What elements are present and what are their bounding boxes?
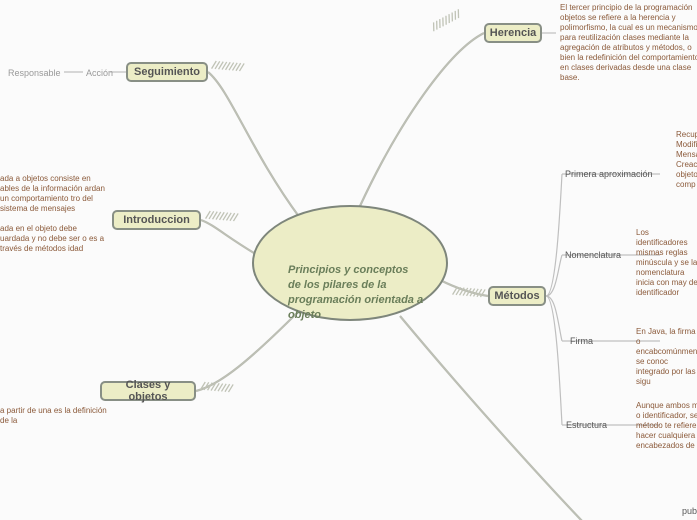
mindmap-canvas: Principios y conceptos de los pilares de…: [0, 0, 697, 520]
note-n-intro: ada a objetos consiste en ables de la in…: [0, 174, 108, 254]
note-n-nomenclatura: Los identificadores mismas reglas minúsc…: [636, 228, 697, 298]
center-topic[interactable]: Principios y conceptos de los pilares de…: [252, 205, 448, 321]
note-n-clases: a partir de una es la definición de la: [0, 406, 108, 426]
note-n-firma: En Java, la firma o encabcomúnmente se c…: [636, 327, 697, 387]
branch-clases[interactable]: Clases y objetos: [100, 381, 196, 401]
note-n-primera: Recupguard Modificguard Mensajrealizobje…: [676, 130, 697, 190]
sublabel-firma[interactable]: Firma: [570, 336, 593, 346]
sublabel-estructura[interactable]: Estructura: [566, 420, 607, 430]
branch-seguimiento[interactable]: Seguimiento: [126, 62, 208, 82]
sublabel-accion[interactable]: Acción: [86, 68, 113, 78]
note-n-estructura: Aunque ambos m o identificador, se métod…: [636, 401, 697, 451]
note-n-herencia: El tercer principio de la programación o…: [560, 3, 697, 83]
sublabel-public[interactable]: public: [682, 506, 697, 516]
branch-introduccion[interactable]: Introduccion: [112, 210, 201, 230]
branch-herencia[interactable]: Herencia: [484, 23, 542, 43]
sublabel-responsable[interactable]: Responsable: [8, 68, 61, 78]
sublabel-primera[interactable]: Primera aproximación: [565, 169, 653, 179]
sublabel-nomenclatura[interactable]: Nomenclatura: [565, 250, 621, 260]
branch-metodos[interactable]: Métodos: [488, 286, 546, 306]
